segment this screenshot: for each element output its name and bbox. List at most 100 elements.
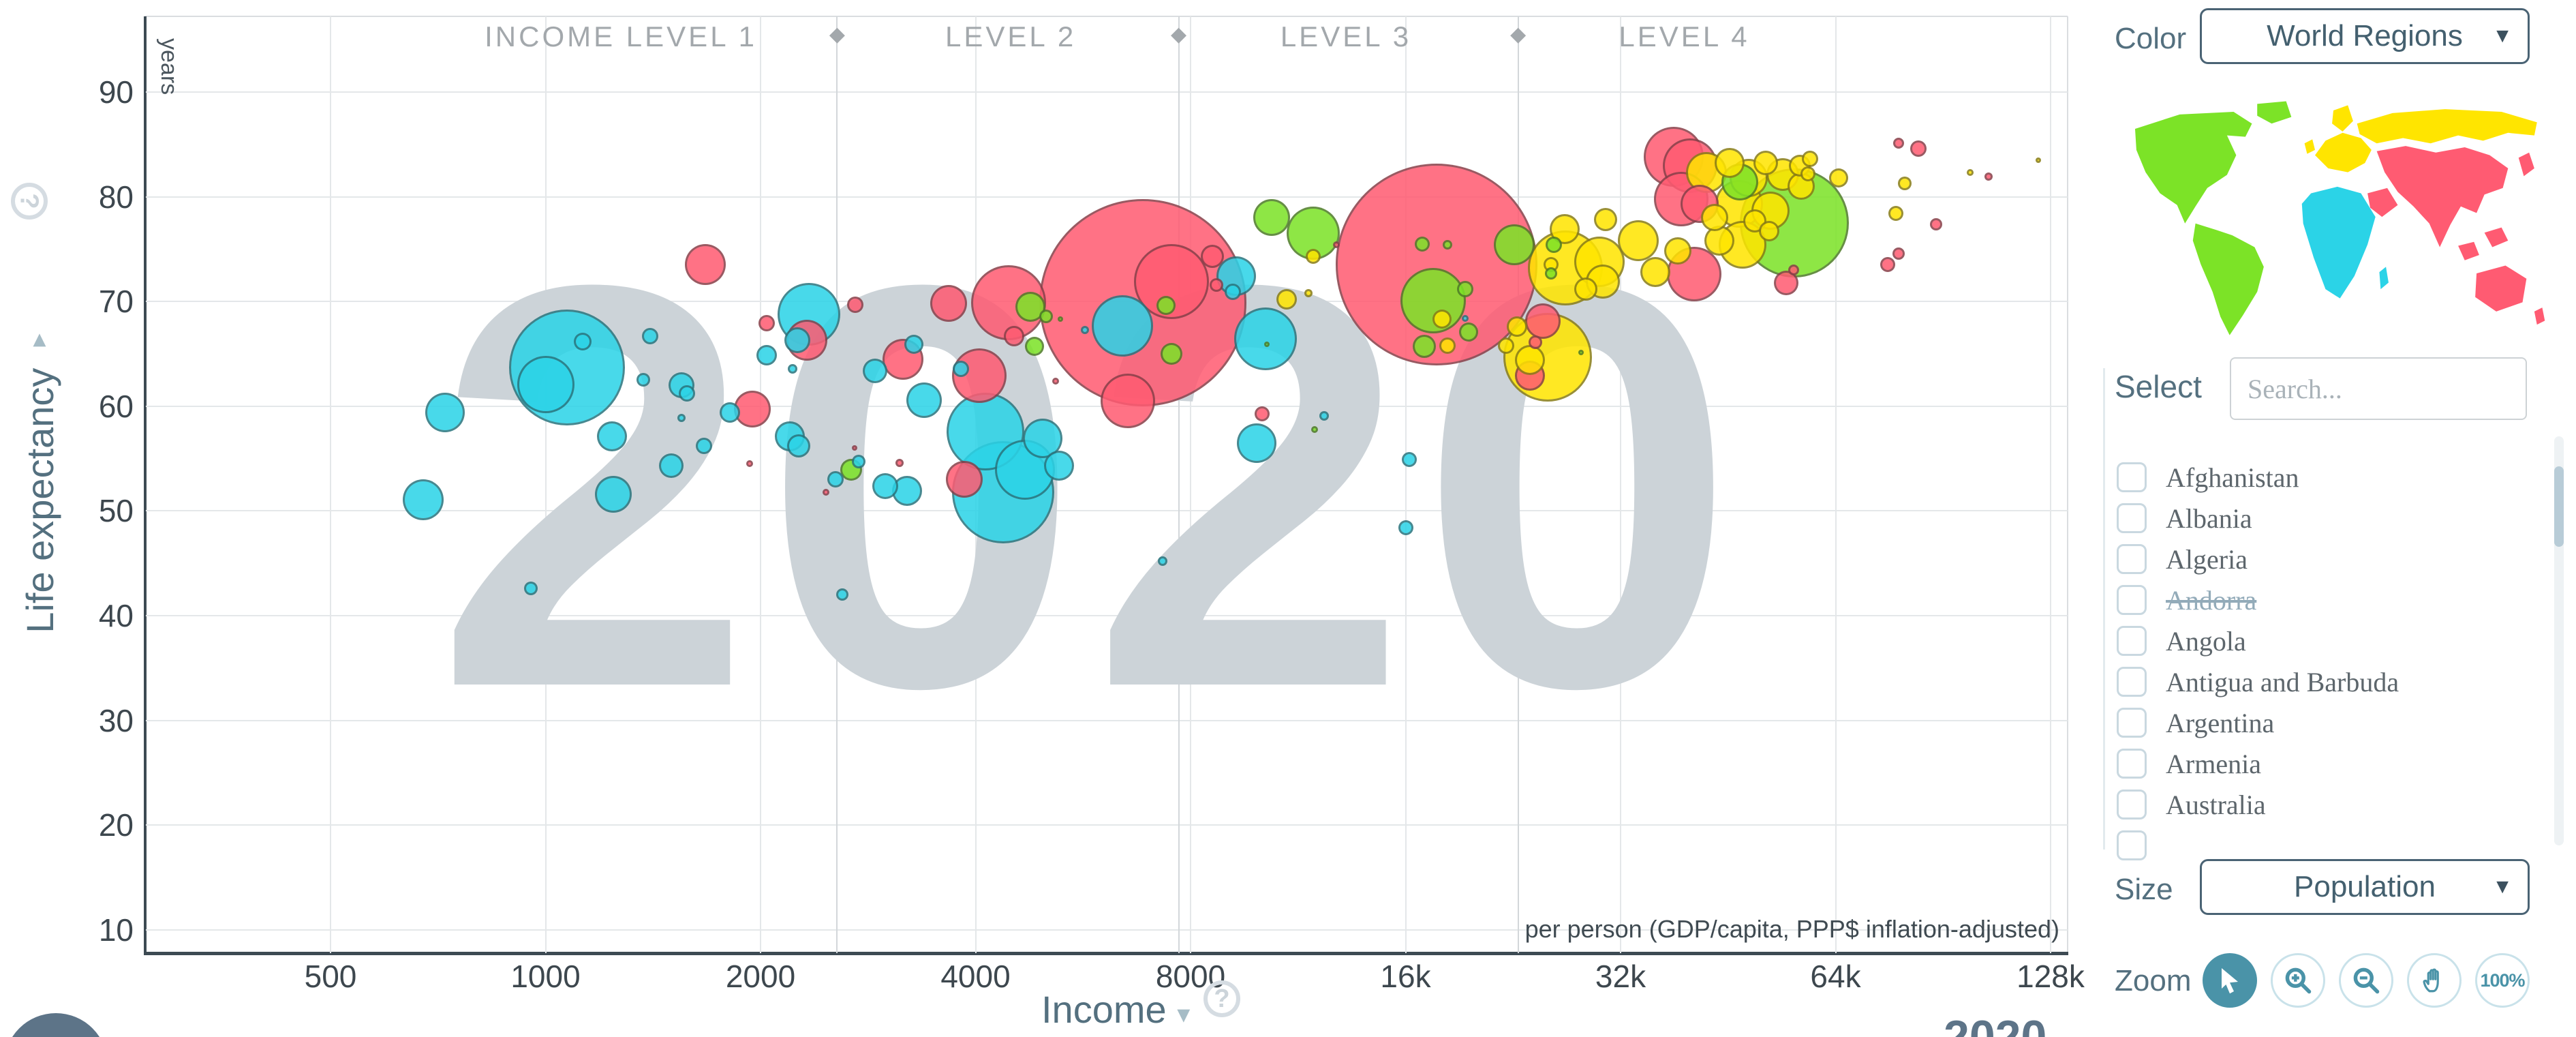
country-bubble-americas[interactable]	[1415, 236, 1430, 252]
country-bubble-africa[interactable]	[852, 455, 866, 469]
country-bubble-africa[interactable]	[659, 453, 684, 479]
country-bubble-americas[interactable]	[840, 459, 863, 481]
country-checkbox[interactable]	[2117, 585, 2147, 615]
zoom-reset-button[interactable]: 100%	[2475, 953, 2530, 1008]
x-axis-help-icon[interactable]: ?	[1203, 980, 1240, 1017]
country-bubble-americas[interactable]	[1545, 267, 1558, 280]
country-name[interactable]: Andorra	[2166, 584, 2257, 616]
size-dropdown[interactable]: Population ▼	[2200, 859, 2530, 915]
country-bubble-asia[interactable]	[1332, 241, 1340, 249]
color-dropdown[interactable]: World Regions ▼	[2200, 8, 2530, 64]
zoom-in-button[interactable]	[2271, 953, 2325, 1008]
country-bubble-europe[interactable]	[1439, 337, 1456, 354]
country-name[interactable]: Armenia	[2166, 748, 2261, 779]
country-bubble-asia[interactable]	[1788, 265, 1799, 276]
country-name[interactable]: Algeria	[2166, 543, 2248, 575]
country-bubble-africa[interactable]	[677, 413, 686, 422]
country-bubble-asia[interactable]	[758, 315, 775, 332]
country-bubble-africa[interactable]	[872, 472, 899, 499]
country-bubble-africa[interactable]	[756, 344, 777, 365]
country-bubble-europe[interactable]	[1640, 257, 1671, 288]
country-checkbox[interactable]	[2117, 667, 2147, 697]
country-bubble-americas[interactable]	[1493, 224, 1535, 266]
list-item-country[interactable]: Algeria	[2113, 540, 2248, 578]
country-bubble-americas[interactable]	[1413, 335, 1437, 359]
list-item-country[interactable]: Angola	[2113, 622, 2246, 660]
country-bubble-africa[interactable]	[1091, 295, 1153, 357]
country-bubble-europe[interactable]	[1759, 221, 1780, 242]
x-axis-title[interactable]: Income ▾	[1041, 988, 1191, 1031]
country-bubble-europe[interactable]	[1574, 277, 1597, 301]
country-bubble-europe[interactable]	[1305, 249, 1321, 265]
country-bubble-europe[interactable]	[1304, 288, 1313, 297]
country-bubble-asia[interactable]	[1880, 257, 1895, 273]
country-bubble-africa[interactable]	[517, 355, 574, 413]
country-bubble-africa[interactable]	[1043, 451, 1074, 481]
country-bubble-asia[interactable]	[1893, 138, 1905, 149]
country-bubble-asia[interactable]	[1336, 164, 1538, 366]
list-item-country[interactable]: Albania	[2113, 499, 2252, 537]
country-bubble-africa[interactable]	[1402, 452, 1417, 468]
country-bubble-africa[interactable]	[402, 479, 444, 520]
country-bubble-africa[interactable]	[524, 582, 538, 596]
country-bubble-americas[interactable]	[1161, 343, 1183, 365]
country-bubble-asia[interactable]	[946, 461, 983, 498]
country-bubble-asia[interactable]	[1892, 247, 1905, 260]
country-bubble-asia[interactable]	[746, 460, 753, 468]
country-name[interactable]: Australia	[2166, 789, 2266, 820]
country-bubble-americas[interactable]	[1545, 237, 1562, 254]
country-bubble-asia[interactable]	[846, 296, 863, 313]
country-bubble-americas[interactable]	[1578, 350, 1584, 356]
country-bubble-africa[interactable]	[1236, 423, 1276, 463]
list-item-country[interactable]: Andorra	[2113, 581, 2256, 619]
country-name[interactable]: Angola	[2166, 625, 2246, 657]
country-bubble-africa[interactable]	[1398, 520, 1413, 535]
country-bubble-europe[interactable]	[2035, 157, 2041, 163]
country-bubble-asia[interactable]	[1255, 406, 1270, 421]
country-checkbox[interactable]	[2117, 749, 2147, 779]
country-name[interactable]: Argentina	[2166, 707, 2275, 738]
country-bubble-asia[interactable]	[1210, 277, 1224, 292]
country-bubble-europe[interactable]	[1898, 176, 1912, 190]
zoom-out-button[interactable]	[2339, 953, 2393, 1008]
country-bubble-asia[interactable]	[851, 445, 857, 451]
country-list-scrollbar-thumb[interactable]	[2554, 466, 2564, 547]
country-bubble-europe[interactable]	[1828, 168, 1848, 187]
country-bubble-africa[interactable]	[1462, 314, 1469, 322]
country-name[interactable]: Albania	[2166, 502, 2252, 534]
country-bubble-americas[interactable]	[1458, 322, 1478, 342]
country-bubble-europe[interactable]	[1967, 169, 1974, 177]
country-bubble-americas[interactable]	[1039, 309, 1053, 323]
country-bubble-europe[interactable]	[1715, 148, 1745, 179]
country-bubble-europe[interactable]	[1888, 206, 1904, 222]
country-bubble-africa[interactable]	[696, 438, 713, 455]
country-bubble-africa[interactable]	[787, 434, 811, 458]
country-checkbox[interactable]	[2117, 708, 2147, 738]
country-bubble-asia[interactable]	[1910, 140, 1927, 157]
country-bubble-americas[interactable]	[1263, 342, 1270, 348]
country-list[interactable]: Afghanistan Albania Algeria Andorra Angola An…	[2113, 455, 2535, 862]
country-bubble-africa[interactable]	[678, 385, 695, 402]
country-bubble-asia[interactable]	[1004, 325, 1025, 346]
country-bubble-africa[interactable]	[425, 393, 465, 433]
list-item-country[interactable]: Australia	[2113, 785, 2266, 824]
country-bubble-africa[interactable]	[1022, 419, 1062, 459]
list-item-country[interactable]: Afghanistan	[2113, 458, 2299, 496]
world-regions-map[interactable]	[2117, 94, 2550, 345]
country-bubble-europe[interactable]	[1753, 151, 1779, 176]
country-bubble-africa[interactable]	[906, 382, 942, 418]
y-axis-title[interactable]: Life expectancy ▾	[18, 327, 61, 633]
country-bubble-americas[interactable]	[1457, 280, 1474, 297]
country-bubble-americas[interactable]	[1058, 316, 1064, 322]
country-bubble-asia[interactable]	[1100, 374, 1155, 429]
country-checkbox[interactable]	[2117, 544, 2147, 574]
country-bubble-europe[interactable]	[1594, 208, 1618, 232]
country-bubble-asia[interactable]	[895, 458, 904, 467]
country-bubble-europe[interactable]	[1664, 237, 1692, 265]
country-bubble-europe[interactable]	[1700, 204, 1728, 232]
y-axis-dropdown-arrow[interactable]: ▾	[26, 327, 55, 357]
country-bubble-europe[interactable]	[1800, 166, 1816, 181]
country-bubble-europe[interactable]	[1432, 310, 1452, 329]
country-checkbox[interactable]	[2117, 503, 2147, 533]
country-bubble-asia[interactable]	[684, 244, 726, 286]
